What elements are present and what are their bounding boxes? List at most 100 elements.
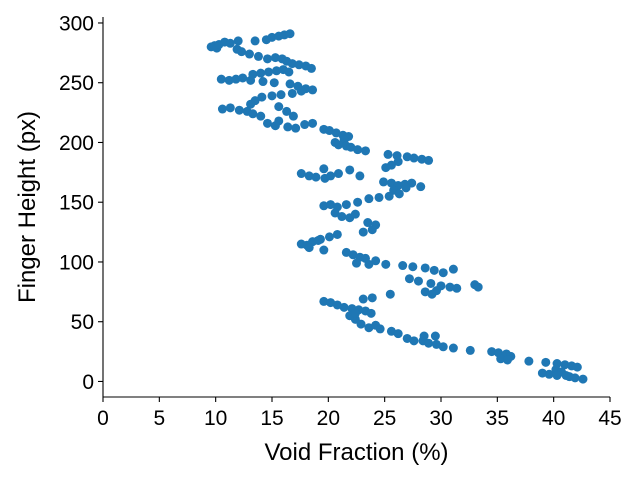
data-point [337, 212, 347, 222]
data-point [358, 227, 368, 237]
data-point [224, 75, 234, 85]
data-point [270, 53, 280, 63]
data-point [234, 105, 244, 115]
data-point [409, 336, 419, 346]
data-point [355, 171, 365, 181]
data-point [284, 67, 294, 77]
data-point [561, 370, 571, 380]
x-tick-label: 45 [598, 407, 621, 430]
data-point [438, 342, 448, 352]
data-point [361, 146, 371, 156]
data-point [256, 68, 266, 78]
data-point [231, 74, 241, 84]
y-axis-ticks: 0 50 100 150 200 250 300 [59, 12, 103, 394]
data-point [367, 293, 377, 303]
data-point [409, 153, 419, 163]
data-point [364, 323, 374, 333]
data-point [379, 177, 389, 187]
x-tick-label: 30 [429, 407, 452, 430]
x-tick-label: 40 [542, 407, 565, 430]
data-point [324, 126, 334, 136]
data-point [276, 90, 286, 100]
data-point [319, 296, 329, 306]
data-point [256, 111, 266, 121]
data-point [308, 118, 318, 128]
data-point [326, 200, 336, 210]
data-point [363, 218, 373, 228]
data-point [285, 79, 295, 89]
data-point [424, 155, 434, 165]
data-point [246, 75, 256, 85]
data-point [386, 178, 396, 188]
data-point [288, 111, 298, 121]
data-point [346, 142, 356, 152]
data-point [319, 201, 329, 211]
data-point [253, 51, 263, 61]
data-point [257, 92, 267, 102]
data-point [401, 183, 411, 193]
data-point [308, 85, 318, 95]
data-point [398, 261, 408, 271]
data-point [331, 128, 341, 138]
data-point [217, 104, 227, 114]
data-point [237, 47, 247, 57]
data-point [381, 259, 391, 269]
data-point [304, 243, 314, 253]
data-point [496, 354, 506, 364]
x-tick-label: 10 [204, 407, 227, 430]
data-point [448, 264, 458, 274]
y-tick-label: 100 [59, 251, 94, 274]
data-point [262, 118, 272, 128]
data-point [416, 182, 426, 192]
data-point [267, 32, 277, 42]
data-point [465, 345, 475, 355]
data-point [385, 289, 395, 299]
data-point [269, 78, 279, 88]
data-points [206, 29, 588, 384]
data-point [356, 319, 366, 329]
x-tick-label: 25 [373, 407, 396, 430]
data-point [287, 59, 297, 69]
data-point [248, 109, 258, 119]
data-point [274, 116, 284, 126]
data-point [448, 343, 458, 353]
x-tick-label: 20 [317, 407, 340, 430]
data-point [473, 282, 483, 292]
data-point [353, 197, 363, 207]
data-point [350, 209, 360, 219]
data-point [348, 250, 358, 260]
data-point [537, 368, 547, 378]
data-point [225, 103, 235, 113]
data-point [383, 149, 393, 159]
data-point [420, 287, 430, 297]
data-point [386, 326, 396, 336]
data-point [272, 66, 282, 76]
data-point [341, 247, 351, 257]
data-point [250, 36, 260, 46]
data-point [394, 189, 404, 199]
data-point [552, 370, 562, 380]
data-point [267, 91, 277, 101]
data-point [402, 333, 412, 343]
x-axis-label: Void Fraction (%) [264, 439, 448, 466]
y-tick-label: 0 [82, 371, 94, 394]
data-point [332, 300, 342, 310]
data-point [374, 192, 384, 202]
data-point [287, 88, 297, 98]
data-point [341, 200, 351, 210]
y-tick-label: 300 [59, 12, 94, 35]
data-point [225, 38, 235, 48]
data-point [326, 171, 336, 181]
data-point [238, 73, 248, 83]
x-tick-label: 15 [260, 407, 283, 430]
x-axis-ticks: 0 5 10 15 20 25 30 35 40 45 [97, 397, 622, 430]
data-point [291, 123, 301, 133]
data-point [438, 268, 448, 278]
data-point [578, 374, 588, 384]
data-point [264, 67, 274, 77]
data-point [350, 308, 360, 318]
data-point [426, 278, 436, 288]
data-point [431, 339, 441, 349]
data-point [429, 265, 439, 275]
